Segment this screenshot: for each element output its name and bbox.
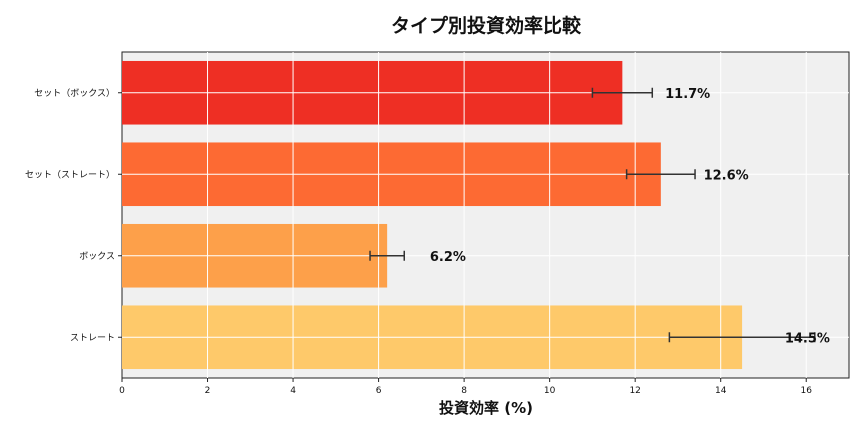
chart-title: タイプ別投資効率比較 (391, 14, 582, 37)
x-tick-label: 2 (205, 386, 211, 396)
x-tick-label: 16 (801, 386, 813, 396)
x-tick-label: 14 (715, 386, 727, 396)
data-label: 11.7% (665, 87, 710, 102)
y-tick-label: ストレート (70, 333, 115, 343)
data-label: 6.2% (430, 250, 466, 265)
y-tick-label: セット（ボックス） (34, 88, 115, 99)
data-label: 14.5% (785, 331, 830, 346)
x-tick-label: 12 (629, 386, 640, 396)
y-tick-label: セット（ストレート） (25, 169, 115, 180)
data-label: 12.6% (704, 168, 749, 183)
x-axis-label: 投資効率 (%) (439, 399, 533, 417)
x-tick-label: 4 (290, 386, 296, 396)
x-tick-label: 8 (461, 386, 467, 396)
x-tick-label: 6 (376, 386, 382, 396)
x-tick-label: 0 (119, 386, 125, 396)
x-tick-label: 10 (544, 386, 556, 396)
y-tick-label: ボックス (79, 251, 115, 262)
